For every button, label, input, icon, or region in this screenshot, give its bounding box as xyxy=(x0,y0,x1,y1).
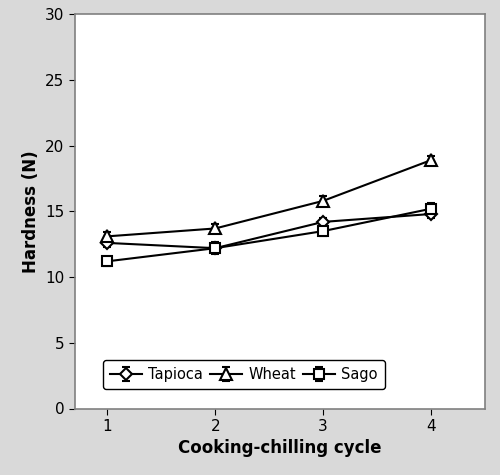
Y-axis label: Hardness (N): Hardness (N) xyxy=(22,150,40,273)
X-axis label: Cooking-chilling cycle: Cooking-chilling cycle xyxy=(178,439,382,457)
Legend: Tapioca, Wheat, Sago: Tapioca, Wheat, Sago xyxy=(103,360,384,389)
